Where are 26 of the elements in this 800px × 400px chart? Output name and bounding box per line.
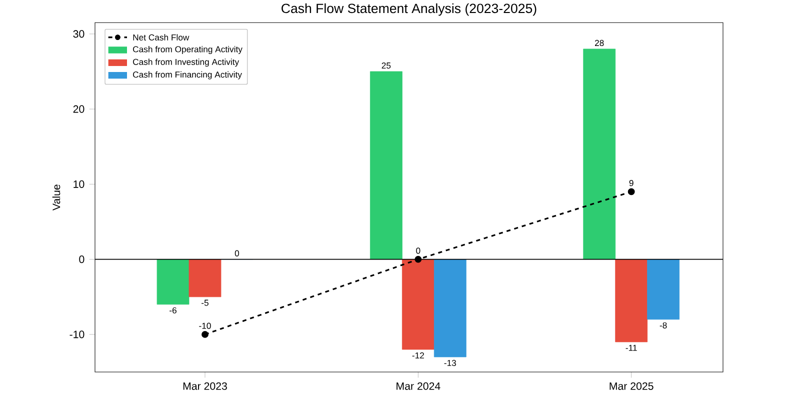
data-label: -10 [199,322,211,329]
data-label: -8 [660,322,667,328]
y-tick-label: 10 [74,180,84,188]
x-tick-label: Mar 2025 [610,382,654,390]
x-tick-label: Mar 2024 [396,382,440,390]
data-label: 25 [382,62,391,69]
y-tick-label: 20 [73,105,84,113]
y-tick-label: 0 [79,256,84,264]
data-label: -6 [170,307,176,314]
data-label: -5 [202,300,208,306]
y-tick-label: -10 [70,330,84,338]
y-tick-label: 30 [73,30,84,38]
y-axis-title: Value [52,184,60,210]
data-label: -13 [444,360,456,366]
legend-label: Net Cash Flow [133,34,190,40]
legend-label: Cash from Operating Activity [133,46,242,54]
chart-title: Cash Flow Statement Analysis (2023-2025) [282,3,536,16]
data-label: 0 [416,248,420,254]
data-label: 0 [234,250,240,256]
data-label: -12 [412,352,424,358]
data-label: -11 [626,344,637,351]
legend-label: Cash from Investing Activity [133,58,240,67]
data-label: 28 [595,40,604,46]
legend-label: Cash from Financing Activity [133,71,242,80]
data-label: 9 [629,180,634,186]
x-tick-label: Mar 2023 [183,382,227,390]
